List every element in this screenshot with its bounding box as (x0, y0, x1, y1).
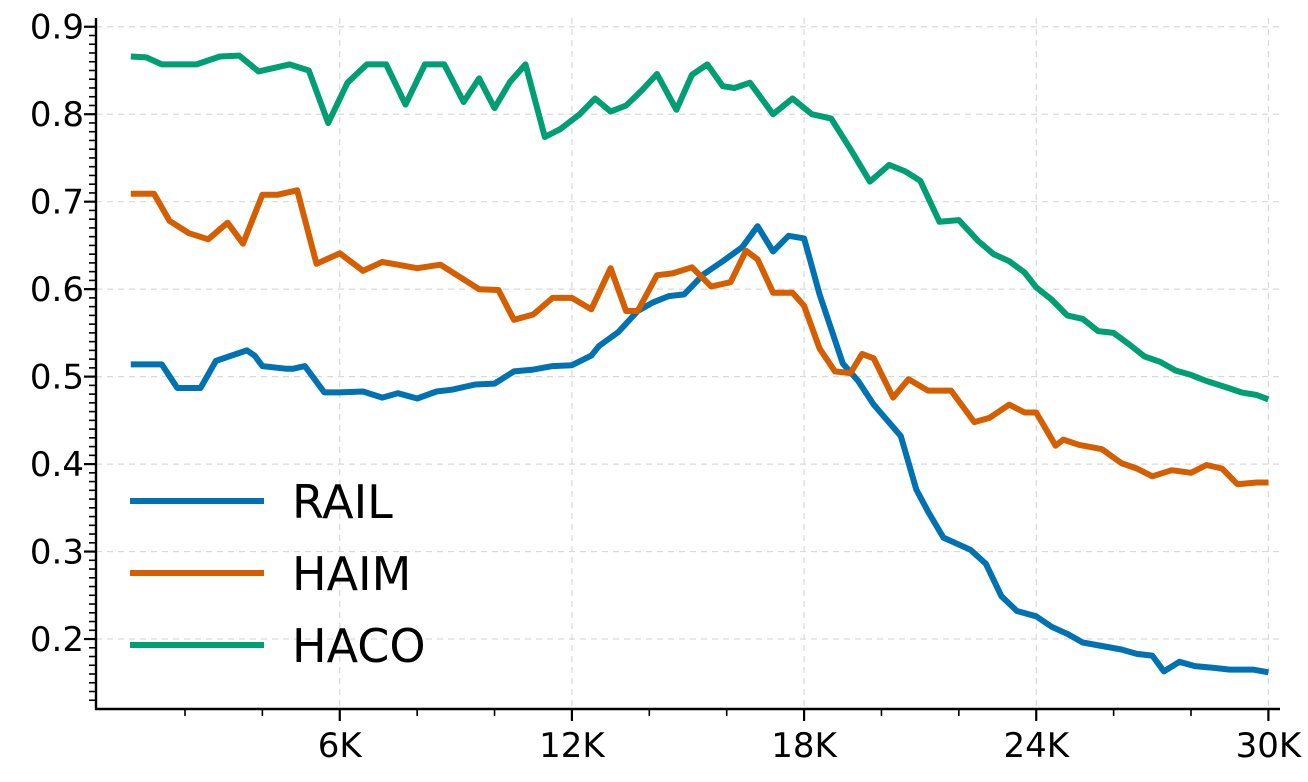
x-tick-label: 30K (1236, 726, 1303, 766)
y-tick-label: 0.7 (30, 183, 84, 223)
legend-label-haim: HAIM (292, 547, 411, 601)
axis-ticks: 6K 12K 18K 24K 30K 0.2 0.3 0.4 0.5 0.6 0.7 0.8 0.9 (30, 8, 1303, 766)
legend-label-haco: HACO (292, 619, 426, 673)
y-tick-label: 0.8 (30, 95, 84, 135)
y-tick-label: 0.2 (30, 620, 84, 660)
y-tick-label: 0.3 (30, 533, 84, 573)
y-tick-label: 0.4 (30, 445, 84, 485)
x-tick-label: 24K (1003, 726, 1070, 766)
y-tick-label: 0.5 (30, 358, 84, 398)
x-tick-label: 12K (539, 726, 606, 766)
x-tick-label: 6K (318, 726, 364, 766)
series-lines (130, 52, 1270, 676)
series-line-rail (130, 223, 1269, 676)
x-tick-label: 18K (771, 726, 838, 766)
axes (94, 18, 1280, 711)
legend: RAIL HAIM HACO (130, 475, 426, 673)
series-line-haco (130, 52, 1270, 403)
series-line-haim (130, 187, 1269, 488)
grid-lines (96, 18, 1280, 709)
y-tick-label: 0.6 (30, 270, 84, 310)
legend-label-rail: RAIL (292, 475, 393, 529)
y-tick-label: 0.9 (30, 8, 84, 48)
